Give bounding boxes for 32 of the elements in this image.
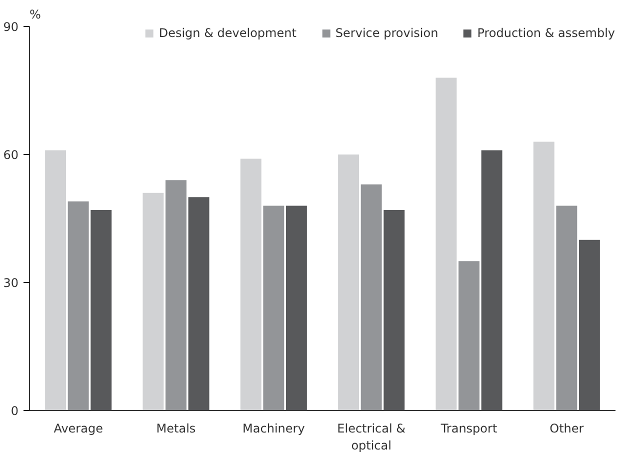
bar — [360, 184, 382, 410]
bar — [240, 158, 262, 410]
bar — [556, 206, 578, 410]
bar — [481, 150, 502, 410]
bar — [45, 150, 66, 410]
y-tick-label: 60 — [3, 148, 19, 162]
bar — [188, 197, 210, 410]
bar — [384, 210, 405, 410]
x-tick-label: Average — [54, 422, 103, 436]
bar — [68, 201, 89, 410]
legend-label: Production & assembly — [477, 26, 615, 40]
bar — [90, 210, 112, 410]
x-tick-label: Electrical & optical — [337, 422, 406, 452]
bar — [458, 261, 480, 410]
bar — [166, 180, 186, 410]
bar — [142, 192, 164, 410]
y-axis-title: % — [30, 8, 41, 22]
y-tick-label: 90 — [3, 20, 19, 34]
x-tick-label: Transport — [440, 422, 498, 436]
bar — [338, 154, 360, 410]
bar — [533, 142, 554, 410]
legend-label: Design & development — [158, 26, 296, 40]
x-tick-label: Other — [550, 422, 584, 436]
y-tick-label: 30 — [3, 276, 19, 290]
bar — [436, 78, 457, 410]
bar — [263, 206, 284, 410]
bar — [578, 240, 600, 410]
y-tick-label: 0 — [10, 404, 19, 418]
x-tick-label: Machinery — [242, 422, 305, 436]
bar — [286, 206, 307, 410]
legend-label: Service provision — [335, 26, 438, 40]
x-tick-label: Metals — [156, 422, 196, 436]
